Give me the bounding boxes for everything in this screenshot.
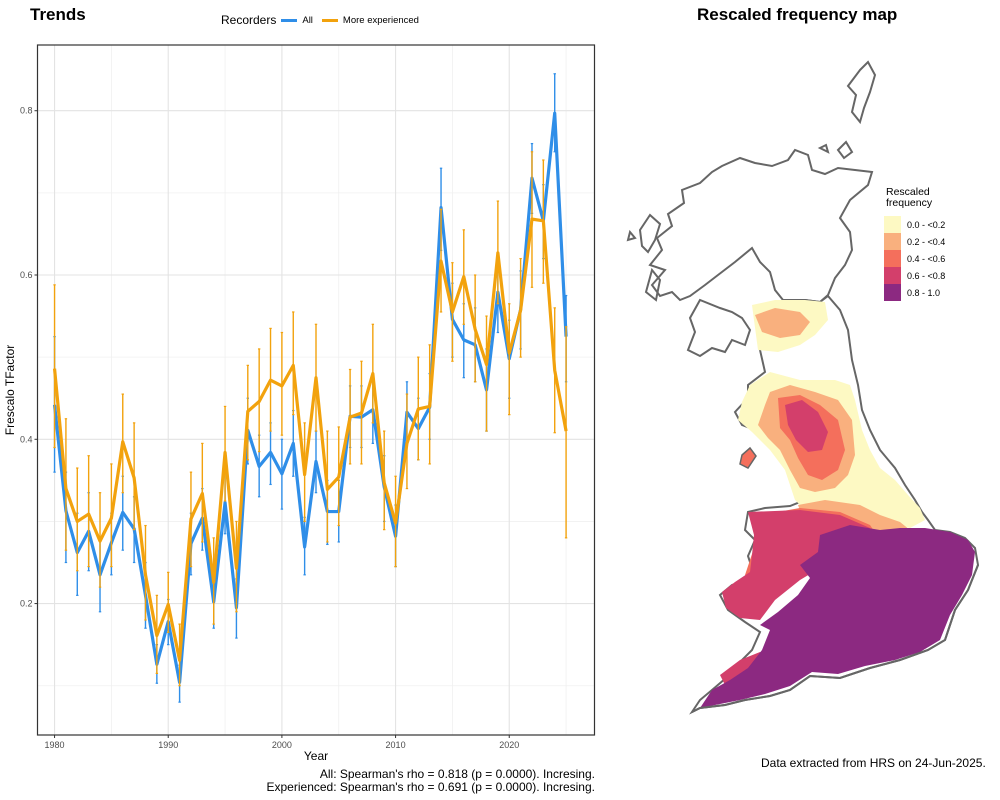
hebrides-outline <box>626 213 662 302</box>
map-legend: 0.0 - <0.2 0.2 - <0.4 0.4 - <0.6 0.6 - <… <box>884 216 945 301</box>
northern-isles-outline <box>817 60 877 160</box>
y-tick-label: 0.8 <box>20 106 33 116</box>
freq-band-0.6-0.8 <box>720 400 870 695</box>
legend-key-all <box>281 18 298 22</box>
freq-band-0.8-1.0 <box>700 525 975 708</box>
map-legend-title-line2: frequency <box>886 197 933 209</box>
x-tick-label: 1990 <box>158 740 178 750</box>
spearman-stats: All: Spearman's rho = 0.818 (p = 0.0000)… <box>35 767 596 794</box>
south-coast-outline <box>691 564 979 713</box>
frequency-map <box>626 60 980 715</box>
legend-label-more-experienced: More experienced <box>342 14 419 26</box>
y-axis-tick-labels: 0.2 0.4 0.6 0.8 <box>20 106 38 609</box>
scotland-west-coast-outline <box>686 298 752 358</box>
trends-legend: Recorders All More experienced <box>221 13 419 27</box>
y-tick-label: 0.4 <box>20 434 33 444</box>
map-legend-swatch <box>884 250 901 267</box>
x-tick-label: 1980 <box>45 740 65 750</box>
map-legend-item: 0.6 - <0.8 <box>884 267 945 284</box>
x-tick-label: 2000 <box>272 740 292 750</box>
x-axis-tick-labels: 1980 1990 2000 2010 2020 <box>45 735 519 750</box>
trends-title: Trends <box>30 5 86 24</box>
map-legend-item: 0.8 - 1.0 <box>884 284 945 301</box>
y-tick-label: 0.6 <box>20 270 33 280</box>
map-legend-swatch <box>884 216 901 233</box>
map-legend-title-line1: Rescaled <box>886 186 930 198</box>
x-axis-label: Year <box>304 749 328 763</box>
y-axis-label: Frescalo TFactor <box>3 345 17 435</box>
y-tick-label: 0.2 <box>20 599 33 609</box>
map-legend-swatch <box>884 267 901 284</box>
series-line-all <box>52 111 568 685</box>
stats-all: All: Spearman's rho = 0.818 (p = 0.0000)… <box>319 767 595 781</box>
map-legend-title: Rescaled frequency <box>886 187 932 209</box>
map-legend-label: 0.2 - <0.4 <box>907 236 946 247</box>
trends-legend-title: Recorders <box>221 13 277 27</box>
scotland-outline <box>648 148 874 304</box>
legend-label-all: All <box>302 14 313 26</box>
series-more-experienced <box>52 151 568 687</box>
map-title: Rescaled frequency map <box>697 5 898 24</box>
map-legend-swatch <box>884 284 901 301</box>
series-all <box>52 73 568 703</box>
map-legend-item: 0.2 - <0.4 <box>884 233 945 250</box>
trend-chart: 0.2 0.4 0.6 0.8 1980 1990 2000 2010 2020 Year F… <box>3 44 596 763</box>
series-layer <box>52 73 568 703</box>
x-tick-label: 2010 <box>386 740 406 750</box>
map-legend-label: 0.0 - <0.2 <box>907 219 946 230</box>
map-legend-label: 0.6 - <0.8 <box>907 270 946 281</box>
map-legend-item: 0.0 - <0.2 <box>884 216 945 233</box>
isle-of-man-outline <box>739 446 757 469</box>
x-tick-label: 2020 <box>499 740 519 750</box>
stats-experienced: Experienced: Spearman's rho = 0.691 (p =… <box>266 780 596 794</box>
map-legend-label: 0.4 - <0.6 <box>907 253 946 264</box>
data-source-note: Data extracted from HRS on 24-Jun-2025. <box>761 756 986 770</box>
map-legend-swatch <box>884 233 901 250</box>
map-legend-item: 0.4 - <0.6 <box>884 250 945 267</box>
map-legend-label: 0.8 - 1.0 <box>907 287 941 298</box>
series-line-more-experienced <box>52 217 568 662</box>
plot-border <box>36 44 596 736</box>
legend-key-more-experienced <box>321 18 338 22</box>
